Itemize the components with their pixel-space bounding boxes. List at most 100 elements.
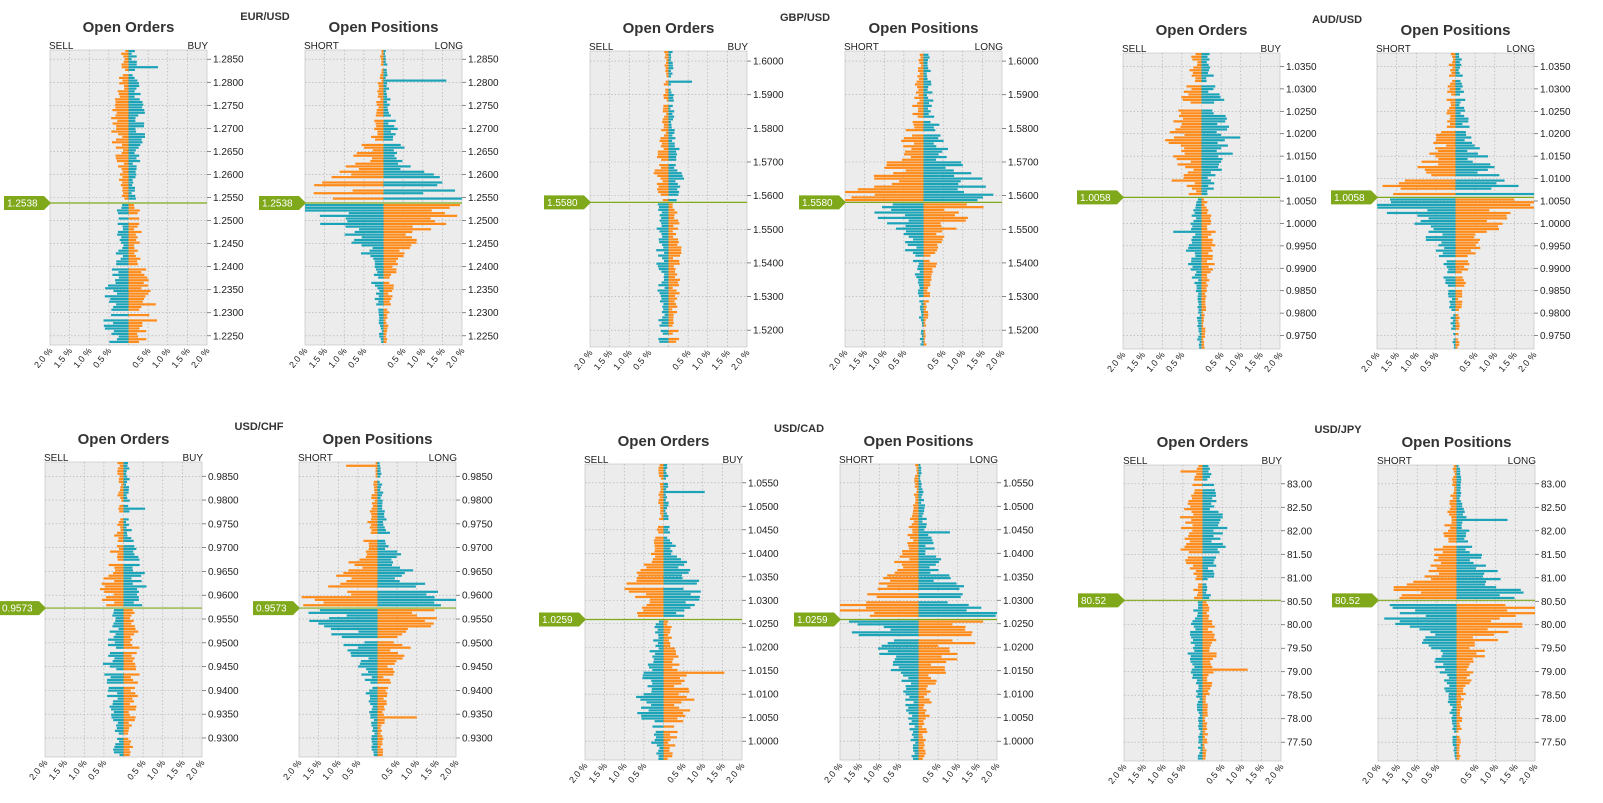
bar	[1191, 87, 1202, 91]
bar	[117, 230, 129, 234]
bar	[905, 685, 919, 688]
bar	[1185, 521, 1203, 524]
bar	[668, 75, 672, 78]
y-tick-label: 82.00	[1287, 526, 1312, 537]
bar	[377, 95, 384, 98]
bar	[658, 493, 664, 496]
bar	[660, 294, 669, 298]
bar	[1202, 572, 1215, 575]
bar	[123, 657, 135, 660]
bar	[913, 520, 919, 523]
bar	[1202, 687, 1211, 690]
bar	[923, 316, 929, 319]
side-label-right: BUY	[182, 453, 203, 464]
bar	[117, 292, 129, 295]
bar	[128, 330, 147, 333]
bar	[652, 668, 664, 672]
bar	[324, 625, 378, 628]
bar	[121, 168, 129, 171]
bar	[1455, 120, 1469, 123]
bar	[128, 236, 138, 239]
bar	[1430, 225, 1456, 228]
bar	[125, 50, 129, 53]
bar	[918, 574, 950, 577]
bar	[1456, 604, 1506, 607]
bar	[374, 265, 384, 268]
bar	[1202, 561, 1214, 565]
bar	[128, 92, 141, 96]
bar	[113, 719, 124, 722]
bar	[918, 542, 934, 545]
bar	[383, 214, 458, 217]
bar	[1193, 209, 1202, 212]
bar	[662, 305, 669, 308]
bar	[371, 708, 378, 711]
bar	[377, 133, 384, 136]
bar	[1456, 719, 1463, 722]
bar	[1456, 518, 1508, 522]
bar	[1202, 647, 1210, 650]
bar	[923, 286, 929, 289]
bar	[377, 641, 394, 644]
bar	[1455, 289, 1463, 293]
bar	[371, 735, 378, 738]
bar	[118, 507, 124, 510]
y-tick-label: 0.9800	[208, 496, 239, 507]
bar	[923, 180, 961, 183]
bar	[118, 521, 124, 524]
bar	[663, 714, 686, 717]
bar	[120, 184, 129, 187]
bar	[1192, 673, 1203, 677]
y-tick-label: 0.9400	[462, 686, 493, 697]
bar	[123, 539, 134, 542]
bar	[656, 182, 669, 186]
bar	[123, 614, 132, 617]
bar	[918, 515, 923, 518]
bar	[383, 100, 387, 104]
bar	[915, 254, 924, 257]
bar	[918, 490, 924, 494]
bar	[113, 622, 124, 625]
bar	[908, 677, 919, 680]
bar	[1184, 147, 1202, 150]
bar	[123, 588, 138, 591]
bar	[894, 639, 919, 642]
bar	[376, 109, 384, 112]
bar	[911, 515, 919, 518]
bar	[116, 545, 124, 548]
bar	[123, 751, 131, 754]
bar	[121, 151, 129, 155]
bar	[923, 238, 943, 241]
bar	[857, 188, 924, 191]
bar	[913, 507, 919, 510]
bar	[915, 464, 919, 467]
y-tick-label: 80.00	[1287, 620, 1312, 631]
bar	[668, 107, 671, 110]
bar	[1444, 679, 1457, 682]
y-tick-label: 78.50	[1541, 691, 1566, 702]
bar	[119, 510, 124, 513]
bar	[1193, 478, 1203, 481]
bar	[379, 289, 384, 293]
y-tick-label: 1.0000	[748, 737, 779, 748]
bar	[663, 246, 669, 249]
bar	[891, 182, 924, 186]
bar	[1455, 222, 1503, 225]
bar	[915, 474, 919, 477]
bar	[1202, 719, 1206, 722]
bar	[1202, 711, 1208, 714]
bar	[128, 249, 138, 252]
bar	[1196, 271, 1202, 274]
bar	[1455, 297, 1459, 301]
bar	[377, 547, 386, 551]
bar	[123, 531, 128, 534]
bar	[313, 192, 384, 195]
bar	[1188, 551, 1203, 554]
bar	[1455, 209, 1490, 212]
side-label-left: SHORT	[298, 453, 333, 464]
y-tick-label: 0.9450	[462, 662, 493, 673]
bar	[923, 276, 932, 279]
bar	[913, 701, 919, 704]
bar	[346, 580, 378, 583]
bar	[1428, 230, 1456, 233]
